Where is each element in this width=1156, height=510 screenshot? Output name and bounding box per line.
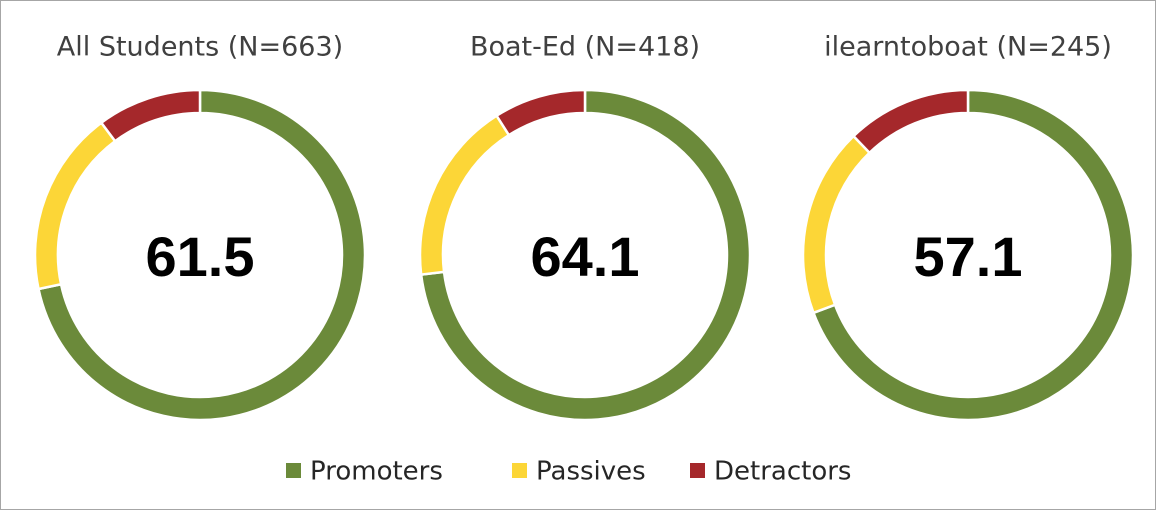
donut-segment — [419, 88, 752, 422]
chart-title: All Students (N=663) — [57, 32, 343, 63]
legend-label: Passives — [536, 457, 646, 487]
donut-segment — [37, 88, 367, 422]
center-label: 64.1 — [531, 225, 640, 288]
legend-swatch — [690, 463, 705, 478]
donut-segment — [851, 88, 970, 155]
legend-swatch — [512, 463, 527, 478]
donut-segment — [811, 88, 1135, 422]
donut-segment — [99, 88, 202, 143]
legend-label: Promoters — [310, 457, 443, 487]
legend-label: Detractors — [714, 457, 851, 487]
chart-title: ilearntoboat (N=245) — [824, 32, 1112, 63]
chart-title: Boat-Ed (N=418) — [470, 32, 700, 63]
legend-swatch — [286, 463, 301, 478]
center-label: 61.5 — [146, 225, 255, 288]
center-label: 57.1 — [914, 225, 1023, 288]
donut-segment — [494, 88, 587, 137]
